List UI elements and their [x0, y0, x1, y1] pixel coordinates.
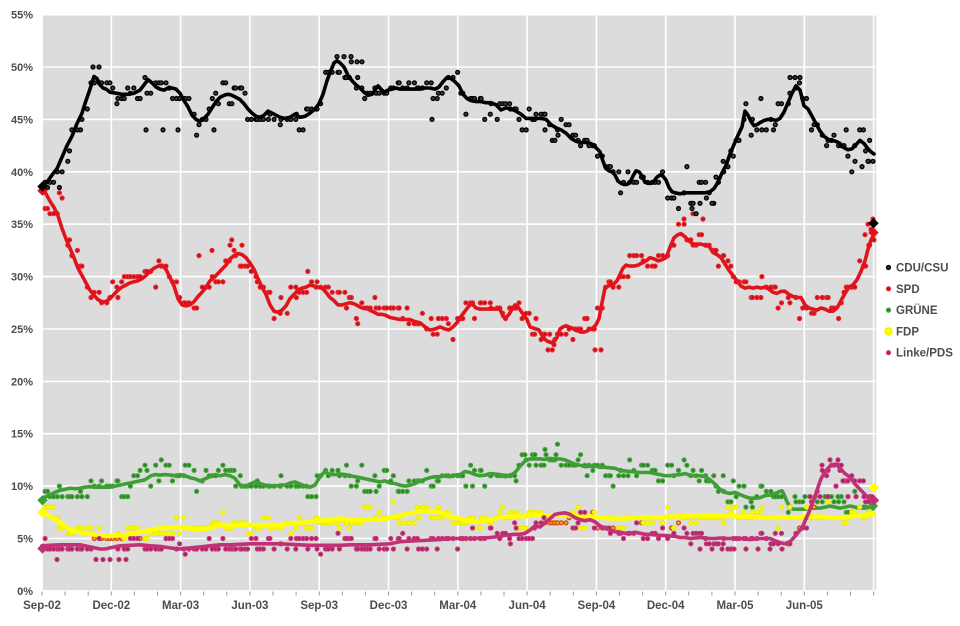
svg-text:5%: 5% [17, 534, 33, 546]
svg-text:30%: 30% [11, 272, 33, 284]
svg-text:25%: 25% [11, 324, 33, 336]
svg-text:20%: 20% [11, 376, 33, 388]
svg-text:40%: 40% [11, 167, 33, 179]
svg-text:FDP: FDP [896, 326, 919, 338]
svg-text:45%: 45% [11, 114, 33, 126]
svg-text:Sep-04: Sep-04 [578, 600, 616, 612]
svg-text:Dec-04: Dec-04 [647, 600, 685, 612]
svg-text:Mar-04: Mar-04 [439, 600, 477, 612]
svg-text:50%: 50% [11, 62, 33, 74]
svg-text:55%: 55% [11, 10, 33, 22]
svg-text:Mar-03: Mar-03 [162, 600, 199, 612]
svg-text:SPD: SPD [896, 284, 920, 296]
svg-text:Sep-03: Sep-03 [300, 600, 338, 612]
svg-text:Jun-03: Jun-03 [231, 600, 268, 612]
svg-text:15%: 15% [11, 429, 33, 441]
svg-text:Jun-05: Jun-05 [786, 600, 824, 612]
svg-text:Sep-02: Sep-02 [23, 600, 61, 612]
svg-text:35%: 35% [11, 219, 33, 231]
svg-text:Linke/PDS: Linke/PDS [896, 348, 953, 360]
svg-text:10%: 10% [11, 481, 33, 493]
svg-text:Jun-04: Jun-04 [509, 600, 547, 612]
svg-text:CDU/CSU: CDU/CSU [896, 263, 948, 275]
svg-text:Dec-02: Dec-02 [92, 600, 130, 612]
svg-text:Dec-03: Dec-03 [370, 600, 408, 612]
svg-text:0%: 0% [17, 586, 33, 598]
svg-text:GRÜNE: GRÜNE [896, 304, 938, 317]
svg-text:Mar-05: Mar-05 [716, 600, 754, 612]
